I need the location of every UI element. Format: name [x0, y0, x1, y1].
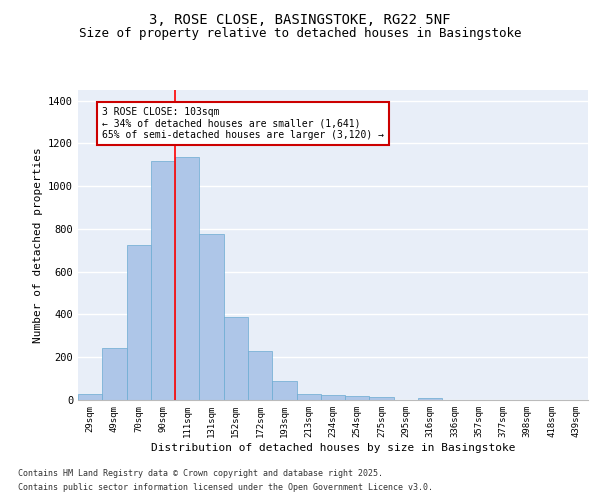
Text: 3 ROSE CLOSE: 103sqm
← 34% of detached houses are smaller (1,641)
65% of semi-de: 3 ROSE CLOSE: 103sqm ← 34% of detached h… — [102, 107, 384, 140]
Bar — [296, 394, 321, 400]
Bar — [78, 394, 102, 400]
Text: Size of property relative to detached houses in Basingstoke: Size of property relative to detached ho… — [79, 28, 521, 40]
Bar — [370, 397, 394, 400]
Bar — [175, 158, 199, 400]
Bar — [224, 316, 248, 400]
Bar — [102, 348, 127, 400]
X-axis label: Distribution of detached houses by size in Basingstoke: Distribution of detached houses by size … — [151, 442, 515, 452]
Bar — [199, 234, 224, 400]
Bar — [321, 396, 345, 400]
Text: Contains public sector information licensed under the Open Government Licence v3: Contains public sector information licen… — [18, 484, 433, 492]
Text: Contains HM Land Registry data © Crown copyright and database right 2025.: Contains HM Land Registry data © Crown c… — [18, 468, 383, 477]
Bar — [272, 381, 296, 400]
Bar — [345, 396, 370, 400]
Text: 3, ROSE CLOSE, BASINGSTOKE, RG22 5NF: 3, ROSE CLOSE, BASINGSTOKE, RG22 5NF — [149, 12, 451, 26]
Bar — [127, 245, 151, 400]
Bar — [248, 351, 272, 400]
Bar — [151, 160, 175, 400]
Bar — [418, 398, 442, 400]
Y-axis label: Number of detached properties: Number of detached properties — [32, 147, 43, 343]
